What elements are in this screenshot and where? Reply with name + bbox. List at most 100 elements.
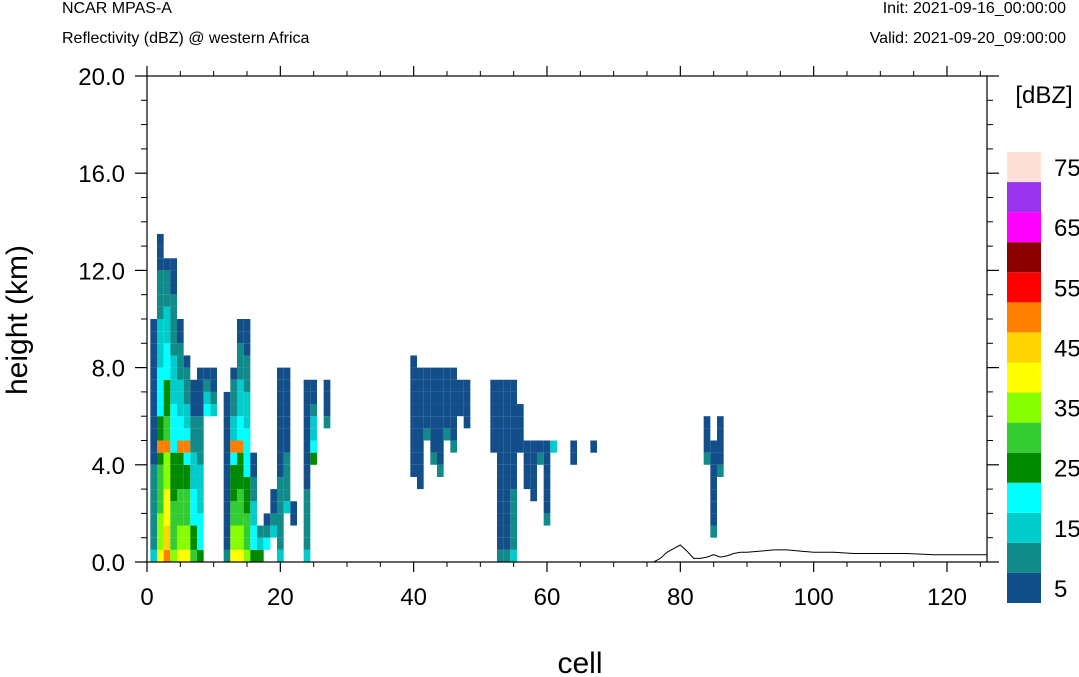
reflectivity-cell xyxy=(197,379,204,392)
reflectivity-cell xyxy=(270,525,277,538)
reflectivity-cell xyxy=(163,489,171,502)
reflectivity-cell xyxy=(183,537,191,550)
reflectivity-cell xyxy=(237,416,244,429)
reflectivity-cell xyxy=(443,416,451,429)
reflectivity-cell xyxy=(497,416,504,429)
reflectivity-cell xyxy=(237,319,244,332)
x-tick-label: 120 xyxy=(927,584,967,611)
reflectivity-cell xyxy=(437,428,444,441)
reflectivity-cell xyxy=(157,501,164,514)
reflectivity-cell xyxy=(197,404,204,417)
reflectivity-cell xyxy=(183,489,191,502)
reflectivity-cell xyxy=(170,489,177,502)
reflectivity-cell xyxy=(537,440,544,453)
reflectivity-cell xyxy=(303,501,311,514)
reflectivity-cell xyxy=(250,513,257,526)
reflectivity-cell xyxy=(503,501,511,514)
reflectivity-cell xyxy=(163,428,171,441)
reflectivity-cell xyxy=(277,476,284,490)
reflectivity-cell xyxy=(430,391,437,405)
reflectivity-cell xyxy=(177,513,184,526)
reflectivity-cell xyxy=(497,476,504,490)
reflectivity-cell xyxy=(710,525,717,538)
field-subtitle: Reflectivity (dBZ) @ western Africa xyxy=(62,30,310,47)
reflectivity-cell xyxy=(510,416,517,429)
reflectivity-cell xyxy=(170,270,177,283)
reflectivity-cell xyxy=(283,428,291,441)
reflectivity-cell xyxy=(303,464,311,477)
reflectivity-cell xyxy=(150,343,157,356)
reflectivity-cell xyxy=(230,404,237,417)
reflectivity-cell xyxy=(570,452,577,465)
reflectivity-cell xyxy=(243,319,251,332)
reflectivity-cell xyxy=(177,331,184,344)
reflectivity-cell xyxy=(323,416,331,429)
reflectivity-cell xyxy=(550,440,557,453)
reflectivity-cell xyxy=(183,416,191,429)
reflectivity-cell xyxy=(250,525,257,538)
reflectivity-cell xyxy=(183,404,191,417)
reflectivity-cell xyxy=(417,440,424,453)
reflectivity-cell xyxy=(257,549,264,562)
reflectivity-cell xyxy=(157,428,164,441)
reflectivity-cell xyxy=(197,440,204,453)
reflectivity-cell xyxy=(250,501,257,514)
reflectivity-cell xyxy=(183,367,191,380)
reflectivity-cell xyxy=(170,501,177,514)
reflectivity-cell xyxy=(303,440,311,453)
reflectivity-cell xyxy=(410,379,417,392)
reflectivity-cell xyxy=(243,331,251,344)
reflectivity-cell xyxy=(417,416,424,429)
reflectivity-cell xyxy=(503,476,511,490)
reflectivity-cell xyxy=(437,391,444,405)
reflectivity-cell xyxy=(197,367,204,380)
reflectivity-cell xyxy=(417,464,424,477)
x-tick-label: 60 xyxy=(534,584,561,611)
reflectivity-cell xyxy=(223,440,231,453)
reflectivity-cell xyxy=(230,416,237,429)
colorbar-swatch xyxy=(1007,542,1041,573)
reflectivity-cell xyxy=(423,367,431,380)
reflectivity-cell xyxy=(450,367,457,380)
reflectivity-cell xyxy=(190,489,197,502)
reflectivity-cell xyxy=(497,513,504,526)
reflectivity-cell xyxy=(177,525,184,538)
init-time: Init: 2021-09-16_00:00:00 xyxy=(882,0,1066,17)
colorbar-swatch xyxy=(1007,392,1041,423)
reflectivity-cell xyxy=(437,464,444,477)
reflectivity-cell xyxy=(163,525,171,538)
reflectivity-cell xyxy=(310,440,317,453)
reflectivity-cell xyxy=(237,355,244,368)
reflectivity-cell xyxy=(703,428,711,441)
reflectivity-cell xyxy=(150,476,157,490)
reflectivity-cell xyxy=(170,404,177,417)
reflectivity-cell xyxy=(443,428,451,441)
reflectivity-cell xyxy=(417,367,424,380)
reflectivity-cell xyxy=(170,513,177,526)
reflectivity-cell xyxy=(243,379,251,392)
reflectivity-cell xyxy=(417,452,424,465)
reflectivity-cell xyxy=(443,404,451,417)
reflectivity-cell xyxy=(170,331,177,344)
reflectivity-cell xyxy=(197,549,204,562)
reflectivity-cell xyxy=(223,452,231,465)
reflectivity-cell xyxy=(170,367,177,380)
reflectivity-cell xyxy=(323,404,331,417)
colorbar-unit-label: [dBZ] xyxy=(1015,82,1072,109)
reflectivity-cell xyxy=(177,379,184,392)
reflectivity-cell xyxy=(430,367,437,380)
reflectivity-cell xyxy=(163,343,171,356)
reflectivity-cell xyxy=(170,476,177,490)
reflectivity-cell xyxy=(710,489,717,502)
reflectivity-cell xyxy=(150,367,157,380)
reflectivity-cell xyxy=(230,464,237,477)
reflectivity-cell xyxy=(150,452,157,465)
reflectivity-cell xyxy=(237,440,244,453)
reflectivity-cell xyxy=(230,476,237,490)
reflectivity-cell xyxy=(177,537,184,550)
reflectivity-cell xyxy=(710,476,717,490)
reflectivity-cell xyxy=(230,440,237,453)
x-tick-label: 40 xyxy=(400,584,427,611)
reflectivity-cell xyxy=(417,379,424,392)
reflectivity-cell xyxy=(163,549,171,562)
